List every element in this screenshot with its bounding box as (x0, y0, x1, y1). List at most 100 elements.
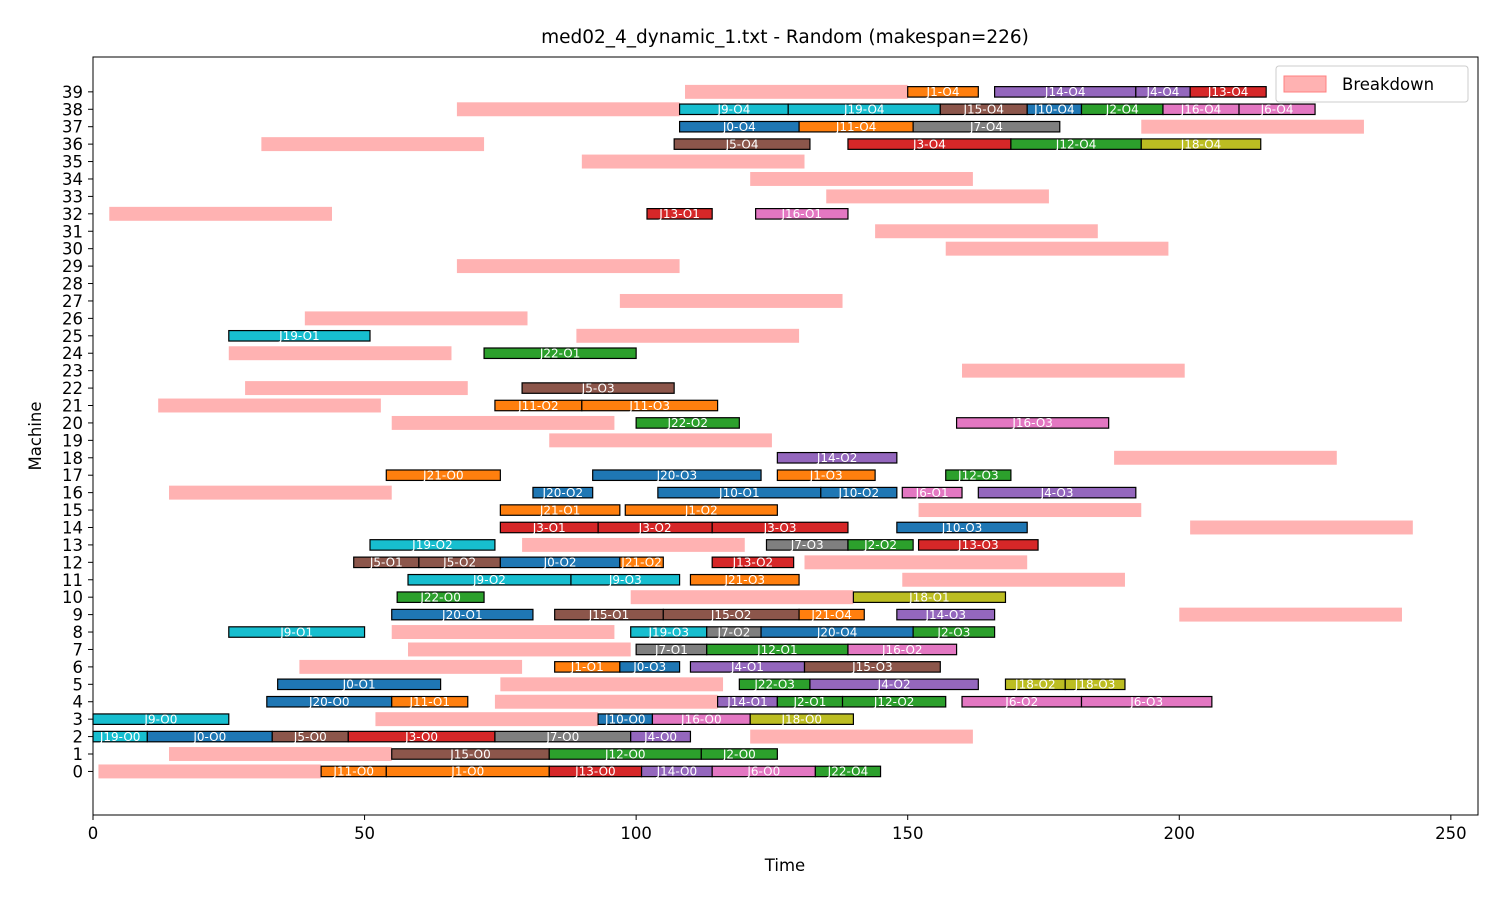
breakdown-bar-m26 (304, 311, 528, 326)
breakdown-bar-m25 (576, 328, 800, 343)
operation-label-j5-o0: J5-O0 (293, 730, 327, 744)
breakdown-bar-m39 (685, 84, 908, 99)
operation-bar-j19-o2 (369, 539, 496, 551)
operation-bar-j4-o0 (630, 730, 692, 743)
operation-label-j19-o4: J19-O4 (843, 103, 885, 117)
x-tick-label: 0 (88, 824, 99, 843)
operation-bar-j22-o4 (814, 765, 882, 778)
operation-label-j14-o1: J14-O1 (726, 695, 768, 709)
y-tick-label: 2 (73, 728, 84, 747)
breakdown-bar-m5 (500, 677, 724, 692)
breakdown-bar-m1 (169, 747, 392, 761)
operation-bar-j18-o1 (852, 591, 1007, 604)
breakdown-bar-m6 (299, 659, 523, 674)
breakdown-bar-m19 (549, 433, 772, 448)
operation-bar-j10-o2 (820, 486, 898, 499)
y-tick-label: 24 (62, 344, 83, 363)
operation-bar-j15-o3 (803, 661, 941, 673)
operation-label-j5-o4: J5-O4 (725, 137, 759, 151)
y-tick-label: 8 (73, 623, 84, 642)
operation-label-j11-o0: J11-O0 (332, 765, 374, 779)
operation-label-j6-o2: J6-O2 (1004, 695, 1038, 709)
y-tick-label: 4 (73, 693, 84, 712)
operation-label-j18-o0: J18-O0 (781, 712, 823, 726)
operation-bar-j6-o4 (1238, 103, 1316, 116)
operation-label-j0-o1: J0-O1 (342, 678, 376, 692)
operation-label-j3-o1: J3-O1 (532, 521, 566, 535)
operation-bar-j2-o2 (847, 539, 914, 551)
legend: Breakdown (1275, 65, 1469, 103)
breakdown-bar-m33 (826, 189, 1049, 204)
operation-label-j9-o2: J9-O2 (472, 573, 506, 587)
operation-label-j13-o2: J13-O2 (732, 556, 774, 570)
operation-bar-j20-o1 (391, 608, 534, 621)
operation-label-j4-o1: J4-O1 (730, 660, 764, 674)
operation-label-j1-o2: J1-O2 (684, 503, 718, 517)
operation-label-j7-o1: J7-O1 (654, 643, 688, 657)
operation-bar-j21-o0 (385, 469, 501, 482)
y-tick-label: 39 (62, 83, 83, 102)
operation-bar-j4-o2 (809, 678, 979, 691)
operation-bar-j3-o3 (711, 521, 849, 534)
y-tick-label: 15 (62, 501, 83, 520)
operation-label-j4-o4: J4-O4 (1146, 85, 1180, 99)
operation-bar-j1-o4 (907, 86, 979, 98)
y-tick-label: 14 (62, 518, 83, 537)
operation-label-j12-o3: J12-O3 (957, 469, 999, 483)
operation-label-j18-o1: J18-O1 (908, 590, 950, 604)
operation-label-j14-o4: J14-O4 (1044, 85, 1086, 99)
y-tick-label: 0 (73, 762, 84, 781)
operation-bar-j9-o1 (228, 626, 366, 638)
operation-label-j0-o4: J0-O4 (722, 120, 756, 134)
operation-bar-j7-o4 (912, 120, 1061, 133)
operation-label-j22-o2: J22-O2 (666, 416, 708, 430)
operation-bar-j1-o2 (624, 504, 778, 516)
y-tick-label: 21 (62, 397, 83, 416)
operation-bar-j13-o4 (1189, 86, 1267, 98)
operation-label-j19-o2: J19-O2 (411, 538, 453, 552)
operation-bar-j13-o1 (646, 208, 713, 220)
y-tick-label: 33 (62, 187, 83, 206)
operation-label-j3-o4: J3-O4 (912, 137, 946, 151)
y-tick-label: 27 (62, 292, 83, 311)
operation-label-j1-o3: J1-O3 (809, 469, 843, 483)
x-tick-label: 200 (1164, 824, 1196, 843)
breakdown-bar-m0 (98, 764, 322, 779)
operation-bar-j2-o0 (700, 748, 778, 760)
breakdown-bar-m37 (1141, 119, 1364, 134)
operation-bar-j2-o3 (912, 626, 996, 638)
operation-label-j1-o1: J1-O1 (570, 660, 604, 674)
operation-label-j10-o3: J10-O3 (941, 521, 983, 535)
operation-label-j20-o3: J20-O3 (656, 469, 698, 483)
y-tick-label: 17 (62, 466, 83, 485)
operation-bar-j21-o3 (689, 573, 800, 586)
operation-label-j14-o0: J14-O0 (656, 765, 698, 779)
operation-bar-j14-o2 (776, 451, 898, 464)
operation-bar-j4-o3 (977, 486, 1137, 499)
y-tick-label: 9 (73, 606, 84, 625)
operation-label-j10-o2: J10-O2 (838, 486, 880, 500)
breakdown-bar-m2 (750, 729, 973, 744)
operation-label-j11-o1: J11-O1 (408, 695, 450, 709)
operation-label-j7-o3: J7-O3 (790, 538, 824, 552)
operation-label-j16-o2: J16-O2 (881, 643, 923, 657)
y-tick-label: 32 (62, 205, 83, 224)
operation-label-j12-o4: J12-O4 (1055, 137, 1097, 151)
breakdown-bar-m20 (391, 415, 615, 430)
operation-label-j4-o2: J4-O2 (877, 678, 911, 692)
breakdown-bar-m14 (1190, 520, 1413, 535)
x-axis-label: Time (764, 856, 805, 875)
operation-label-j19-o3: J19-O3 (647, 625, 689, 639)
operation-label-j15-o2: J15-O2 (710, 608, 752, 622)
y-tick-label: 34 (62, 170, 83, 189)
breakdown-bar-m30 (945, 241, 1169, 256)
operation-label-j12-o2: J12-O2 (873, 695, 915, 709)
operation-label-j6-o0: J6-O0 (746, 765, 780, 779)
operation-label-j0-o3: J0-O3 (632, 660, 666, 674)
operation-label-j5-o2: J5-O2 (442, 556, 476, 570)
operation-label-j15-o1: J15-O1 (588, 608, 630, 622)
operation-bar-j16-o2 (847, 643, 958, 656)
operation-bar-j11-o3 (581, 399, 719, 412)
operation-label-j21-o2: J21-O2 (620, 556, 662, 570)
